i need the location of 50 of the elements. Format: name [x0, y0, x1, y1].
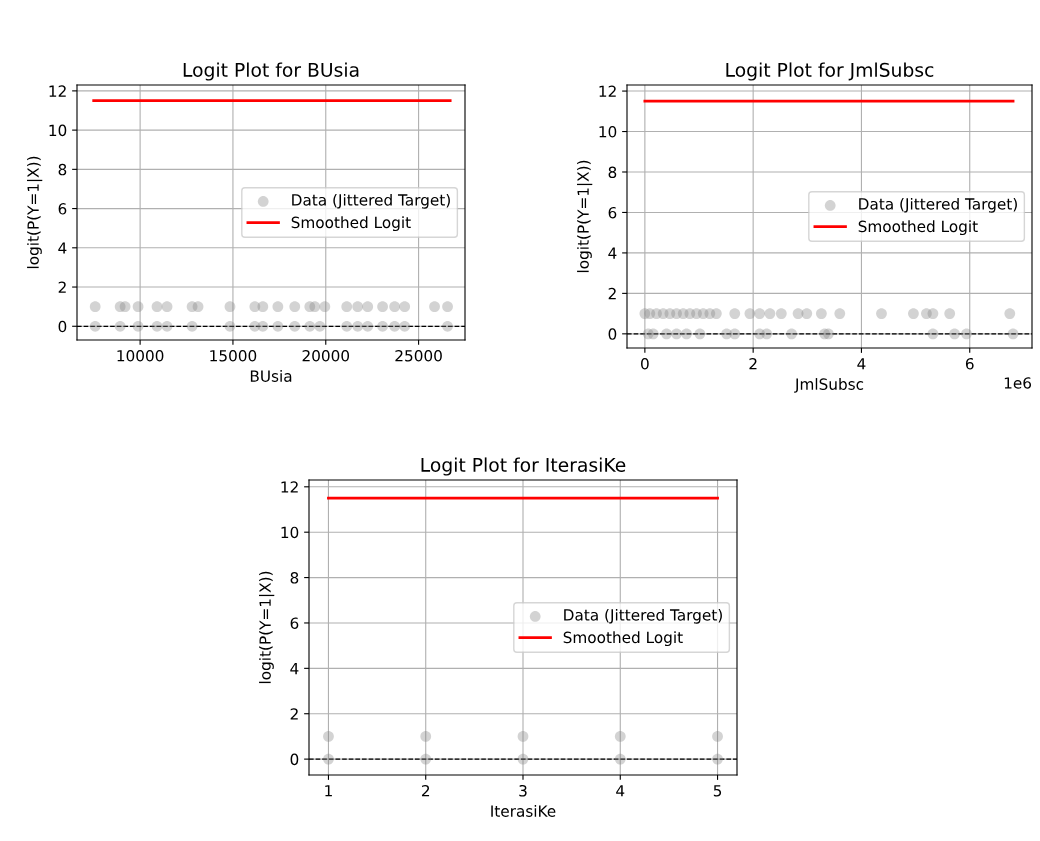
x-axis-title: IterasiKe	[491, 805, 556, 817]
y-tick-label: 8	[608, 166, 617, 179]
y-tick-label: 6	[608, 206, 617, 219]
y-tick-label: 12	[599, 85, 616, 97]
legend-label: Smoothed Logit	[563, 631, 683, 647]
y-tick-label: 0	[608, 328, 617, 340]
x-tick-label: 2	[749, 357, 757, 370]
y-tick-label: 0	[290, 753, 299, 766]
x-tick-label: 10000	[117, 349, 164, 362]
y-tick-label: 4	[58, 242, 67, 254]
x-tick-label: 20000	[302, 349, 350, 362]
y-tick-label: 8	[58, 163, 67, 176]
y-tick-label: 12	[49, 85, 66, 97]
y-tick-label: 0	[58, 320, 67, 333]
y-tick-label: 10	[281, 526, 299, 539]
y-tick-label: 4	[290, 663, 299, 675]
y-tick-label: 2	[58, 281, 66, 293]
y-tick-label: 12	[281, 481, 298, 493]
y-tick-label: 2	[290, 708, 298, 720]
y-axis-title: logit(P(Y=1|X))	[577, 160, 593, 273]
x-tick-label: 5	[713, 785, 722, 797]
legend-label: Smoothed Logit	[291, 216, 411, 232]
y-tick-label: 4	[608, 247, 617, 259]
chart-title: Logit Plot for BUsia	[183, 62, 359, 81]
x-tick-label: 4	[616, 785, 625, 797]
chart-title: Logit Plot for JmlSubsc	[726, 62, 934, 81]
y-tick-label: 6	[58, 203, 67, 215]
chart-title: Logit Plot for IterasiKe	[421, 457, 626, 476]
x-tick-label: 25000	[395, 349, 442, 362]
x-axis-title: BUsia	[250, 370, 292, 382]
y-tick-label: 8	[290, 572, 299, 584]
text: 1e6	[1004, 377, 1032, 389]
x-tick-label: 6	[965, 357, 974, 370]
legend-label: Data (Jittered Target)	[292, 193, 450, 209]
legend-label: Smoothed Logit	[858, 220, 978, 236]
legend-label: Data (Jittered Target)	[564, 608, 722, 624]
x-tick-label: 2	[421, 784, 430, 797]
y-tick-label: 10	[49, 124, 67, 137]
x-tick-label: 1	[325, 785, 332, 797]
y-tick-label: 10	[599, 126, 617, 138]
x-tick-label: 0	[641, 357, 649, 370]
x-tick-label: 4	[857, 358, 866, 370]
y-axis-title: logit(P(Y=1|X))	[259, 571, 275, 684]
legend-label: Data (Jittered Target)	[859, 197, 1017, 213]
y-axis-title: logit(P(Y=1|X))	[27, 156, 43, 269]
x-axis-title: JmlSubsc	[794, 378, 864, 393]
y-tick-label: 6	[290, 617, 299, 629]
y-tick-label: 2	[608, 287, 616, 300]
x-tick-label: 3	[519, 784, 527, 797]
x-tick-label: 15000	[210, 349, 257, 362]
